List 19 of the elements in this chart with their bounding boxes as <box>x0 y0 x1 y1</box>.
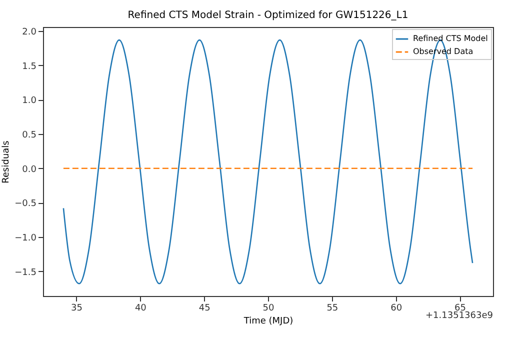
y-tick-label: −1.0 <box>14 233 37 244</box>
y-tick-label: 1.0 <box>22 96 37 106</box>
y-tick-label: 0.0 <box>22 164 37 175</box>
y-tick-label: 0.5 <box>22 130 36 141</box>
y-tick-label: 2.0 <box>22 28 37 38</box>
x-tick-label: 60 <box>390 304 402 314</box>
y-axis-title: Residuals <box>2 140 12 184</box>
x-tick-label: 55 <box>326 304 338 314</box>
y-tick-label: −1.5 <box>14 268 36 278</box>
x-axis-title: Time (MJD) <box>242 316 294 326</box>
text: +1.1351363e9 <box>426 311 494 321</box>
y-tick-label: −0.5 <box>14 199 36 210</box>
legend-label: Refined CTS Model <box>413 34 488 43</box>
y-tick-label: 1.5 <box>22 62 36 72</box>
x-tick-label: 40 <box>134 304 147 314</box>
chart-title: Refined CTS Model Strain - Optimized for GW151226_L1 <box>128 10 408 21</box>
x-tick-label: 35 <box>71 304 82 314</box>
x-tick-label: 45 <box>198 304 210 314</box>
x-tick-label: 50 <box>262 304 274 314</box>
